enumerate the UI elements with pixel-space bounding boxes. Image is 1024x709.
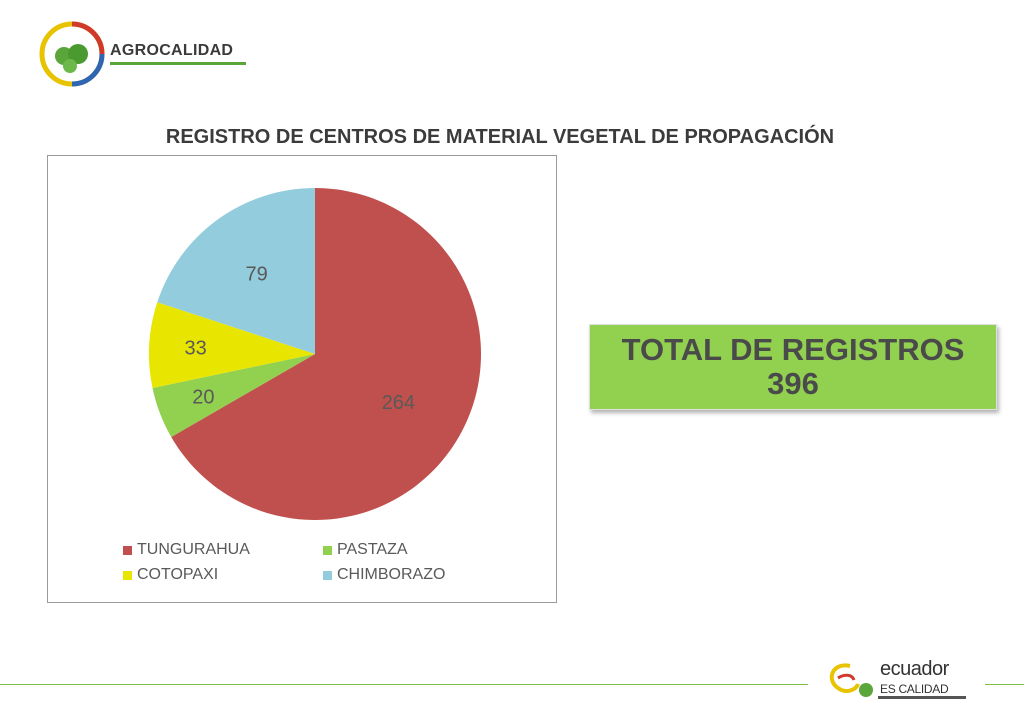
data-label-pastaza: 20 [192,387,214,409]
data-label-tungurahua: 264 [382,392,415,414]
pie-slice-cotopaxi [149,302,315,388]
total-registros-box: TOTAL DE REGISTROS 396 [589,324,997,410]
legend-label: COTOPAXI [137,566,219,583]
pie-chart: 264 20 33 79 [149,188,481,520]
pie-slice-pastaza [152,354,315,437]
pie-slice-chimborazo [157,188,315,354]
footer-divider-left [0,684,808,685]
total-label: TOTAL DE REGISTROS [621,332,965,367]
chart-title: REGISTRO DE CENTROS DE MATERIAL VEGETAL … [165,126,835,148]
brand-underline [110,62,246,65]
legend-label: TUNGURAHUA [137,541,250,558]
legend-swatch [123,570,132,580]
legend-label: PASTAZA [337,541,408,558]
total-value: 396 [767,366,819,401]
footer-underline [878,696,966,699]
footer-divider-right [985,684,1024,685]
data-label-chimborazo: 79 [245,263,267,285]
legend-item-pastaza: PASTAZA [323,541,523,559]
legend-swatch [323,545,332,555]
footer-word: ecuador [880,658,949,680]
ecuador-es-calidad-logo [829,663,873,697]
chart-legend: TUNGURAHUA PASTAZA COTOPAXI CHIMBORAZO [123,541,543,584]
agrocalidad-logo [39,21,105,87]
legend-label: CHIMBORAZO [337,566,446,583]
data-label-cotopaxi: 33 [185,337,207,359]
legend-item-chimborazo: CHIMBORAZO [323,566,523,584]
pie-slice-tungurahua [171,188,481,520]
footer-subtitle: ES CALIDAD [880,682,949,696]
brand-name: AGROCALIDAD [110,42,234,59]
legend-swatch [323,570,332,580]
legend-swatch [123,545,132,555]
legend-item-cotopaxi: COTOPAXI [123,566,323,584]
legend-item-tungurahua: TUNGURAHUA [123,541,323,559]
pie-chart-frame: 264 20 33 79 TUNGURAHUA PASTAZA COTOPAXI CHIMB… [47,155,557,603]
